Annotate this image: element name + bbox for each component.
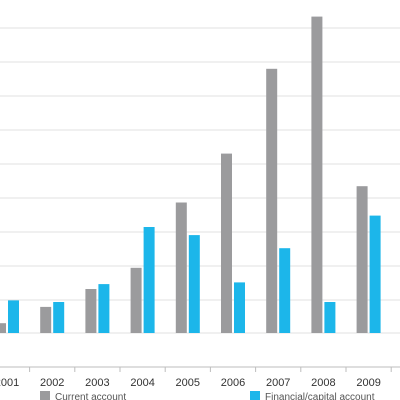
- x-tick-label: 2007: [266, 377, 290, 389]
- bar-current-account-2001: [0, 323, 6, 333]
- bar-financial-capital-account-2004: [143, 227, 155, 333]
- x-tick-labels: 2001 2002 2003 2004 2005 2006 2007 2008 2009: [0, 367, 392, 389]
- bar-financial-capital-account-2007: [279, 248, 291, 333]
- x-tick-label: 2003: [85, 377, 109, 389]
- legend-swatch-financial-capital-account: [250, 391, 260, 400]
- x-tick-label: 2006: [221, 377, 245, 389]
- x-tick-label: 2008: [311, 377, 335, 389]
- x-tick-label: 2001: [0, 377, 19, 389]
- bar-current-account-2004: [130, 267, 142, 333]
- bar-current-account-2003: [85, 289, 97, 333]
- bar-financial-capital-account-2005: [188, 235, 200, 333]
- bar-financial-capital-account-2008: [324, 302, 336, 333]
- bars: [0, 16, 381, 334]
- bar-current-account-2006: [221, 153, 232, 333]
- bar-financial-capital-account-2006: [234, 282, 245, 333]
- legend-swatch-current-account: [40, 391, 50, 400]
- bar-financial-capital-account-2002: [53, 302, 65, 333]
- bar-current-account-2005: [175, 202, 187, 333]
- legend-label-current-account: Current account: [55, 392, 126, 400]
- bar-financial-capital-account-2009: [369, 215, 381, 333]
- bar-current-account-2009: [356, 186, 368, 333]
- gridlines: [0, 27, 400, 334]
- legend-label-financial-capital-account: Financial/capital account: [265, 392, 375, 400]
- bar-current-account-2002: [40, 306, 52, 333]
- bar-current-account-2007: [266, 68, 278, 334]
- bar-financial-capital-account-2001: [8, 300, 19, 333]
- x-tick-label: 2002: [40, 377, 64, 389]
- legend: Current account Financial/capital account: [40, 391, 375, 400]
- x-tick-label: 2009: [356, 377, 380, 389]
- x-tick-label: 2004: [130, 377, 154, 389]
- bar-financial-capital-account-2003: [98, 284, 110, 333]
- x-tick-label: 2005: [176, 377, 200, 389]
- bar-current-account-2008: [311, 16, 323, 333]
